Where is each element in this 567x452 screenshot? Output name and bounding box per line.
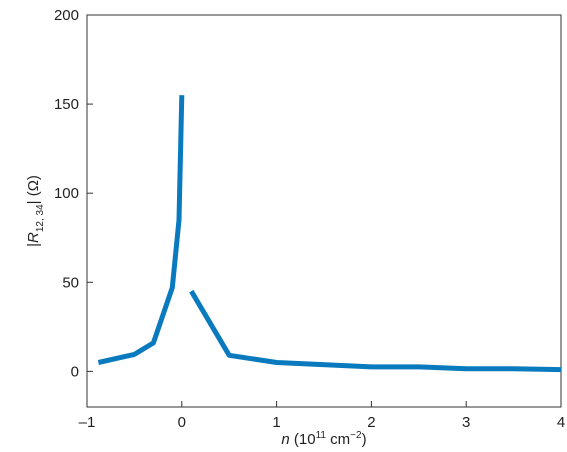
ticks: –1 0 1 2 3 4 0 50 100 150 200 bbox=[54, 7, 565, 431]
y-tick-label: 150 bbox=[54, 96, 79, 113]
x-tick-label: 1 bbox=[272, 414, 280, 431]
x-tick-label: –1 bbox=[79, 414, 96, 431]
plot-frame bbox=[86, 14, 562, 408]
x-tick-label: 2 bbox=[367, 414, 375, 431]
series-line-1 bbox=[97, 95, 185, 365]
y-tick-label: 100 bbox=[54, 185, 79, 202]
y-tick-label: 0 bbox=[71, 363, 79, 380]
x-tick-label: 4 bbox=[557, 414, 565, 431]
x-tick-label: 0 bbox=[178, 414, 186, 431]
y-tick-label: 200 bbox=[54, 7, 79, 24]
x-axis-title: n (1011 cm−2) bbox=[281, 430, 366, 448]
series-line-2 bbox=[189, 289, 562, 373]
y-axis-title: |R12, 34| (Ω) bbox=[25, 175, 46, 247]
y-tick-label: 50 bbox=[62, 274, 79, 291]
x-tick-label: 3 bbox=[462, 414, 470, 431]
series-group bbox=[97, 95, 562, 373]
